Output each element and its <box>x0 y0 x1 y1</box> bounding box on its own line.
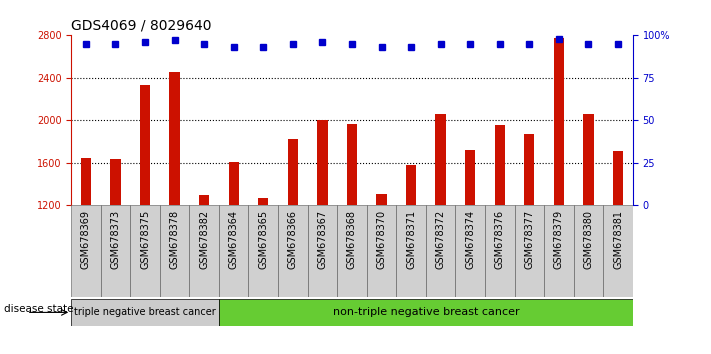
Bar <box>376 194 387 205</box>
Text: GSM678370: GSM678370 <box>377 210 387 269</box>
Text: GSM678373: GSM678373 <box>110 210 120 269</box>
Bar <box>140 85 150 205</box>
FancyBboxPatch shape <box>101 205 130 297</box>
Text: GSM678374: GSM678374 <box>465 210 475 269</box>
Bar <box>71 299 219 326</box>
Text: GSM678375: GSM678375 <box>140 210 150 269</box>
Text: GSM678367: GSM678367 <box>317 210 327 269</box>
Bar <box>169 72 180 205</box>
Text: triple negative breast cancer: triple negative breast cancer <box>74 307 216 318</box>
FancyBboxPatch shape <box>130 205 160 297</box>
Bar <box>219 299 633 326</box>
Bar <box>554 38 564 205</box>
Text: GSM678371: GSM678371 <box>406 210 416 269</box>
FancyBboxPatch shape <box>219 205 248 297</box>
Text: GSM678377: GSM678377 <box>524 210 535 269</box>
Text: GDS4069 / 8029640: GDS4069 / 8029640 <box>71 19 212 33</box>
Text: GSM678376: GSM678376 <box>495 210 505 269</box>
FancyBboxPatch shape <box>71 205 101 297</box>
Text: GSM678380: GSM678380 <box>584 210 594 269</box>
FancyBboxPatch shape <box>544 205 574 297</box>
Bar <box>317 120 328 205</box>
Text: GSM678381: GSM678381 <box>613 210 623 269</box>
Text: GSM678368: GSM678368 <box>347 210 357 269</box>
FancyBboxPatch shape <box>515 205 544 297</box>
FancyBboxPatch shape <box>367 205 396 297</box>
Bar <box>228 162 239 205</box>
Bar <box>81 158 91 205</box>
FancyBboxPatch shape <box>603 205 633 297</box>
Bar <box>613 151 623 205</box>
Bar <box>288 139 298 205</box>
Bar <box>406 166 416 205</box>
Bar <box>583 114 594 205</box>
Text: GSM678382: GSM678382 <box>199 210 209 269</box>
FancyBboxPatch shape <box>160 205 189 297</box>
Text: disease state: disease state <box>4 304 73 314</box>
Text: GSM678372: GSM678372 <box>436 210 446 269</box>
Text: GSM678369: GSM678369 <box>81 210 91 269</box>
Text: GSM678378: GSM678378 <box>169 210 180 269</box>
FancyBboxPatch shape <box>396 205 426 297</box>
Text: GSM678365: GSM678365 <box>258 210 268 269</box>
FancyBboxPatch shape <box>426 205 456 297</box>
Bar <box>465 150 476 205</box>
FancyBboxPatch shape <box>337 205 367 297</box>
Text: GSM678364: GSM678364 <box>229 210 239 269</box>
FancyBboxPatch shape <box>485 205 515 297</box>
Bar <box>524 134 535 205</box>
FancyBboxPatch shape <box>248 205 278 297</box>
Text: non-triple negative breast cancer: non-triple negative breast cancer <box>333 307 519 318</box>
FancyBboxPatch shape <box>574 205 603 297</box>
Bar <box>347 124 357 205</box>
Text: GSM678379: GSM678379 <box>554 210 564 269</box>
Bar <box>495 125 505 205</box>
FancyBboxPatch shape <box>456 205 485 297</box>
FancyBboxPatch shape <box>189 205 219 297</box>
Bar <box>258 198 269 205</box>
FancyBboxPatch shape <box>308 205 337 297</box>
Text: GSM678366: GSM678366 <box>288 210 298 269</box>
Bar <box>435 114 446 205</box>
Bar <box>199 195 209 205</box>
Bar <box>110 159 121 205</box>
FancyBboxPatch shape <box>278 205 308 297</box>
